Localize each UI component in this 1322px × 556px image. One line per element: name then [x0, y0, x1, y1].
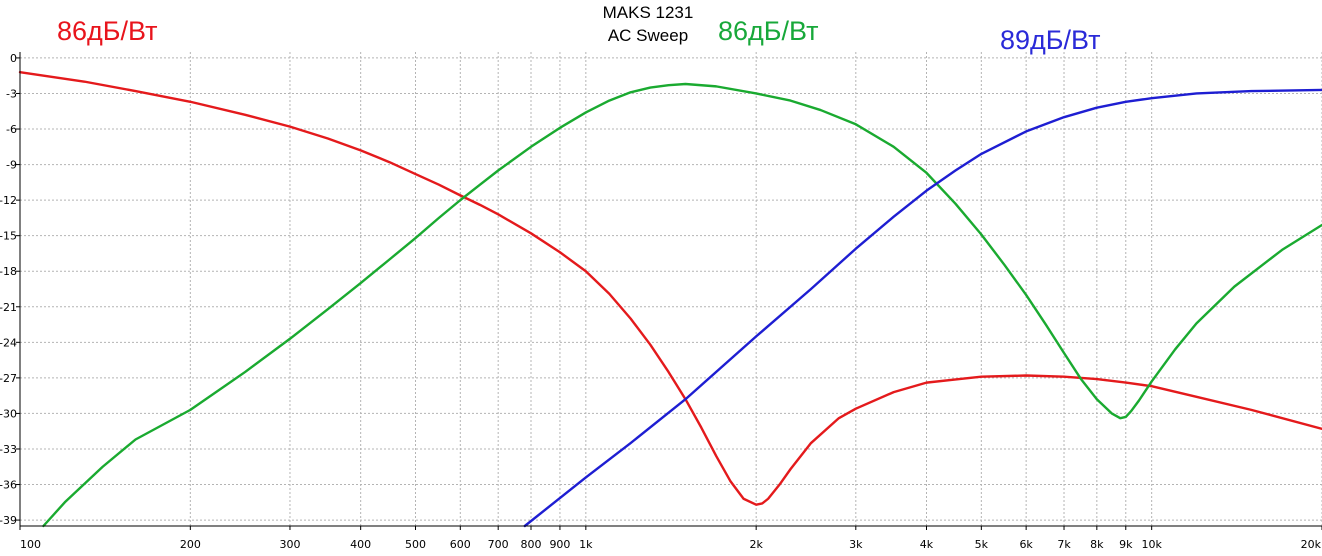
y-tick-label-0: 0 [10, 52, 17, 65]
x-tick-label-18: 10k [1141, 538, 1162, 551]
x-tick-labels: 100 200 300 400 500 600 700 800 900 1k 2k 3k 4k 5k 6k 7… [20, 538, 1322, 551]
x-tick-label-1: 200 [180, 538, 201, 551]
x-tick-label-14: 6k [1019, 538, 1033, 551]
axes [16, 52, 1322, 530]
x-tick-label-16: 8k [1090, 538, 1104, 551]
x-tick-label-12: 4k [920, 538, 934, 551]
x-tick-label-9: 1k [579, 538, 593, 551]
x-tick-label-7: 800 [520, 538, 541, 551]
x-tick-label-3: 400 [350, 538, 371, 551]
x-tick-label-2: 300 [279, 538, 300, 551]
y-tick-labels: 0 -3 -6 -9 -12 -15 -18 -21 -24 -27 -30 -33 -36 -39 [0, 52, 17, 527]
y-tick-label-4: -12 [0, 194, 17, 207]
x-tick-label-6: 700 [488, 538, 509, 551]
y-tick-label-1: -3 [6, 87, 17, 100]
x-tick-label-10: 2k [749, 538, 763, 551]
y-tick-label-7: -21 [0, 301, 17, 314]
x-tick-label-5: 600 [450, 538, 471, 551]
y-tick-label-9: -27 [0, 372, 17, 385]
series-line-2 [523, 88, 1322, 528]
x-tick-label-17: 9k [1119, 538, 1133, 551]
y-tick-label-5: -15 [0, 230, 17, 243]
series-layer [18, 70, 1322, 528]
y-tick-label-13: -39 [0, 514, 17, 527]
grid-lines [19, 52, 1322, 526]
y-tick-label-12: -36 [0, 479, 17, 492]
x-tick-label-8: 900 [549, 538, 570, 551]
x-tick-label-19: 20k [1301, 538, 1322, 551]
y-tick-label-8: -24 [0, 336, 17, 349]
y-tick-label-3: -9 [6, 159, 17, 172]
x-tick-label-13: 5k [975, 538, 989, 551]
y-tick-label-11: -33 [0, 443, 17, 456]
x-tick-label-0: 100 [20, 538, 41, 551]
x-tick-label-11: 3k [849, 538, 863, 551]
chart-title: MAKS 1231 [603, 3, 694, 22]
chart-subtitle: AC Sweep [608, 26, 688, 45]
annotation-blue: 89дБ/Вт [1000, 25, 1101, 55]
y-tick-label-2: -6 [6, 123, 17, 136]
y-tick-label-6: -18 [0, 265, 17, 278]
x-tick-label-15: 7k [1057, 538, 1071, 551]
series-line-0 [18, 70, 1322, 506]
y-tick-label-10: -30 [0, 407, 17, 420]
annotation-green: 86дБ/Вт [718, 16, 819, 46]
x-tick-label-4: 500 [405, 538, 426, 551]
series-line-1 [42, 82, 1322, 528]
annotation-red: 86дБ/Вт [57, 16, 158, 46]
